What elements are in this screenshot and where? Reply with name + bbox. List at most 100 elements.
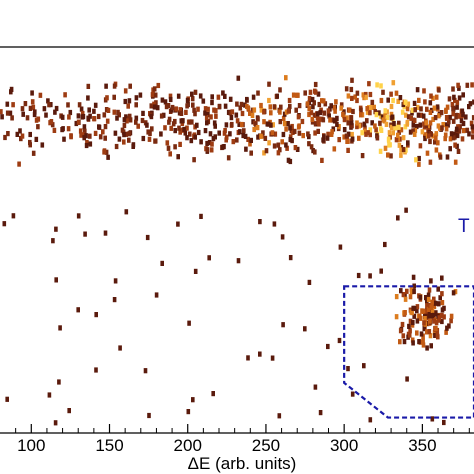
heatmap-cell bbox=[256, 116, 260, 122]
heatmap-cell bbox=[11, 102, 15, 108]
heatmap-cell bbox=[320, 157, 324, 163]
heatmap-cell bbox=[288, 103, 292, 110]
heatmap-cell bbox=[425, 329, 429, 335]
heatmap-cell bbox=[353, 94, 357, 100]
heatmap-cell bbox=[428, 318, 432, 324]
heatmap-cell bbox=[10, 115, 14, 121]
heatmap-cell bbox=[213, 123, 217, 129]
heatmap-cell bbox=[166, 103, 171, 109]
heatmap-cell bbox=[281, 322, 285, 328]
heatmap-cell bbox=[434, 325, 438, 332]
heatmap-cell bbox=[454, 126, 459, 132]
heatmap-cell bbox=[405, 288, 409, 294]
heatmap-cell bbox=[77, 102, 82, 108]
heatmap-cell bbox=[224, 122, 229, 128]
heatmap-cell bbox=[230, 109, 235, 115]
heatmap-cell bbox=[315, 111, 320, 117]
heatmap-cell bbox=[127, 137, 131, 143]
heatmap-cell bbox=[432, 303, 437, 310]
heatmap-cell bbox=[217, 104, 222, 110]
heatmap-cell bbox=[293, 145, 298, 151]
heatmap-cell bbox=[440, 275, 444, 281]
heatmap-cell bbox=[342, 117, 347, 123]
heatmap-cell bbox=[470, 124, 474, 130]
heatmap-cell bbox=[3, 134, 7, 141]
heatmap-cell bbox=[312, 100, 316, 106]
heatmap-cell bbox=[411, 305, 415, 311]
heatmap-cell bbox=[457, 85, 461, 91]
heatmap-cell bbox=[168, 93, 173, 99]
heatmap-cell bbox=[5, 396, 9, 402]
heatmap-cell bbox=[313, 81, 318, 88]
heatmap-cell bbox=[147, 412, 151, 419]
heatmap-cell bbox=[181, 118, 185, 124]
heatmap-cell bbox=[440, 300, 445, 306]
heatmap-cell bbox=[192, 107, 196, 113]
heatmap-cell bbox=[339, 105, 343, 111]
heatmap-cell bbox=[169, 125, 173, 131]
heatmap-cell bbox=[445, 115, 449, 121]
heatmap-cell bbox=[359, 112, 363, 118]
heatmap-cell bbox=[318, 410, 323, 416]
heatmap-cell bbox=[378, 113, 383, 119]
heatmap-cell bbox=[284, 126, 288, 132]
heatmap-cell bbox=[456, 82, 460, 88]
heatmap-cell bbox=[320, 98, 324, 104]
heatmap-cell bbox=[388, 142, 392, 148]
heatmap-cell bbox=[51, 238, 55, 244]
heatmap-cell bbox=[454, 129, 459, 135]
heatmap-cell bbox=[443, 136, 447, 142]
heatmap-cell bbox=[412, 288, 416, 295]
heatmap-cell bbox=[415, 104, 420, 110]
heatmap-cell bbox=[429, 343, 433, 349]
heatmap-cell bbox=[210, 94, 214, 100]
heatmap-cell bbox=[364, 91, 368, 98]
heatmap-cell bbox=[436, 286, 440, 292]
heatmap-cell bbox=[195, 122, 199, 128]
heatmap-cell bbox=[152, 101, 156, 107]
heatmap-cell bbox=[256, 90, 260, 96]
heatmap-cell bbox=[124, 131, 129, 137]
heatmap-cell bbox=[57, 379, 61, 385]
heatmap-cell bbox=[326, 131, 330, 137]
heatmap-cell bbox=[113, 278, 118, 284]
heatmap-cell bbox=[427, 313, 432, 319]
heatmap-cell bbox=[378, 126, 383, 132]
heatmap-cell bbox=[346, 366, 350, 372]
heatmap-cell bbox=[272, 221, 277, 227]
heatmap-cell bbox=[350, 123, 354, 129]
heatmap-cell bbox=[417, 155, 421, 162]
heatmap-cell bbox=[412, 117, 417, 124]
heatmap-cell bbox=[280, 234, 285, 240]
heatmap-cell bbox=[93, 102, 98, 108]
heatmap-cell bbox=[467, 104, 471, 110]
heatmap-cell bbox=[296, 124, 301, 130]
heatmap-cell bbox=[442, 419, 446, 426]
heatmap-cell bbox=[112, 297, 117, 303]
heatmap-cell bbox=[102, 148, 107, 154]
heatmap-cell bbox=[342, 134, 346, 140]
heatmap-cell bbox=[342, 127, 347, 133]
heatmap-cell bbox=[381, 89, 385, 95]
heatmap-cell bbox=[173, 118, 177, 125]
heatmap-cell bbox=[379, 83, 383, 89]
heatmap-cell bbox=[307, 134, 311, 140]
heatmap-cell bbox=[417, 161, 421, 167]
heatmap-cell bbox=[262, 119, 266, 125]
heatmap-cell bbox=[294, 107, 298, 113]
heatmap-cell bbox=[25, 115, 30, 121]
heatmap-cell bbox=[412, 100, 417, 106]
heatmap-cell bbox=[398, 95, 403, 101]
heatmap-cell bbox=[455, 113, 460, 119]
heatmap-cell bbox=[141, 110, 145, 116]
heatmap-cell bbox=[337, 124, 341, 130]
heatmap-cell bbox=[244, 146, 248, 152]
heatmap-cell bbox=[201, 98, 206, 104]
heatmap-cell bbox=[136, 123, 140, 129]
heatmap-cell bbox=[313, 121, 318, 127]
heatmap-cell bbox=[190, 119, 194, 125]
heatmap-cell bbox=[362, 363, 366, 369]
heatmap-cell bbox=[413, 127, 418, 134]
heatmap-cell bbox=[272, 143, 277, 149]
heatmap-cell bbox=[2, 221, 7, 227]
